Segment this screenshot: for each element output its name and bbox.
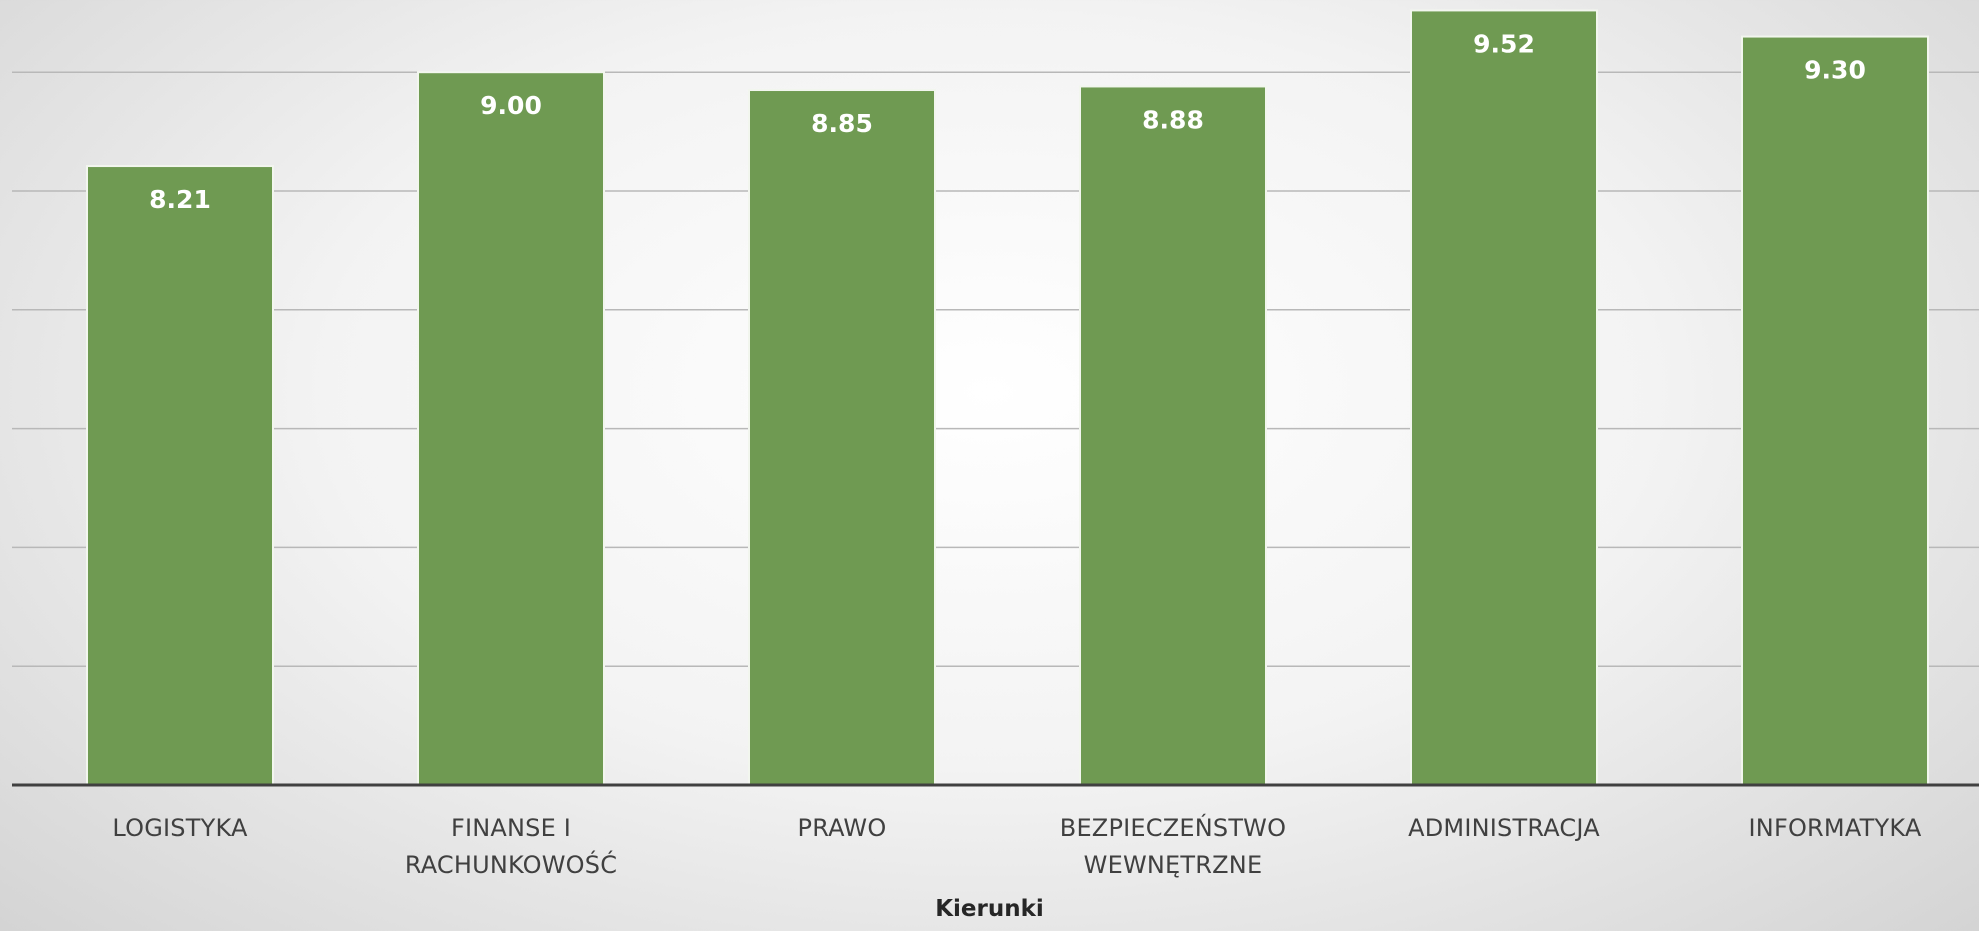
x-tick-label-2: FINANSE I RACHUNKOWOŚĆ xyxy=(361,810,661,884)
data-label-2: 9.00 xyxy=(480,91,542,120)
x-tick-label-3: PRAWO xyxy=(692,810,992,847)
x-tick-label-line: LOGISTYKA xyxy=(112,814,248,842)
x-tick-label-6: INFORMATYKA xyxy=(1685,810,1979,847)
gridlines xyxy=(12,71,1979,667)
x-tick-label-5: ADMINISTRACJA xyxy=(1354,810,1654,847)
x-tick-label-line: ADMINISTRACJA xyxy=(1408,814,1600,842)
x-tick-label-line: PRAWO xyxy=(797,814,887,842)
x-tick-label-line: INFORMATYKA xyxy=(1748,814,1922,842)
data-label-5: 9.52 xyxy=(1473,29,1535,58)
bars xyxy=(86,9,1929,787)
x-axis-title: Kierunki xyxy=(935,896,1044,922)
x-tick-label-1: LOGISTYKA xyxy=(30,810,330,847)
data-label-1: 8.21 xyxy=(149,185,211,214)
x-tick-label-line: RACHUNKOWOŚĆ xyxy=(404,851,618,879)
bar-6 xyxy=(1741,35,1929,787)
x-tick-label-line: BEZPIECZEŃSTWO xyxy=(1059,814,1287,842)
x-tick-label-4: BEZPIECZEŃSTWO WEWNĘTRZNE xyxy=(1023,810,1323,884)
bar-5 xyxy=(1410,9,1598,786)
x-tick-label-line: FINANSE I xyxy=(450,814,572,842)
data-label-4: 8.88 xyxy=(1142,105,1204,134)
data-labels: 8.21 9.00 8.85 8.88 9.52 9.30 xyxy=(149,29,1866,214)
bar-2 xyxy=(417,71,605,786)
bar-1 xyxy=(86,165,274,786)
bar-3 xyxy=(748,89,936,786)
x-tick-label-line: WEWNĘTRZNE xyxy=(1083,851,1263,879)
bar-4 xyxy=(1079,85,1267,787)
data-label-6: 9.30 xyxy=(1804,56,1866,85)
data-label-3: 8.85 xyxy=(811,109,873,138)
